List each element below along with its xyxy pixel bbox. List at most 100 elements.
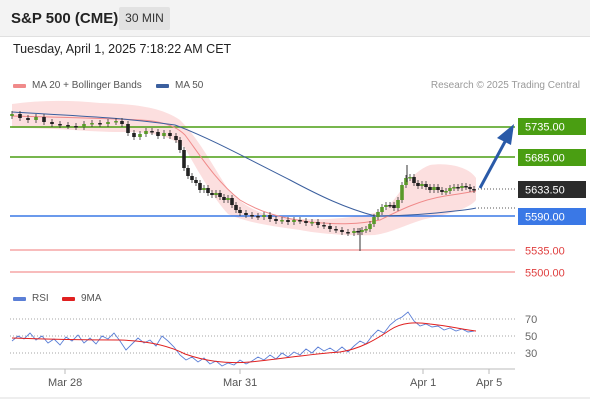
candle-body (428, 187, 432, 190)
candle-body (74, 126, 78, 128)
candle-body (368, 224, 372, 229)
candle-body (186, 168, 190, 176)
rsi-9ma-line (11, 322, 477, 364)
candle-body (420, 184, 424, 186)
chart-header: S&P 500 (CME) 30 MIN (0, 0, 590, 37)
candle-body (404, 178, 408, 185)
candle-body (298, 220, 302, 222)
legend-rsi: RSI (13, 293, 49, 304)
candle-body (210, 193, 214, 195)
level-label-5535: 5535.00 (525, 246, 565, 258)
candle-body (372, 217, 376, 224)
candle-body (452, 187, 456, 189)
candle-body (304, 221, 308, 223)
candle-body (202, 188, 206, 190)
ma9-swatch-icon (62, 296, 75, 301)
candle-body (190, 176, 194, 180)
x-label-apr5: Apr 5 (476, 377, 502, 389)
candle-body (98, 123, 102, 125)
candle-body (396, 200, 400, 208)
candle-body (408, 177, 412, 179)
ma50-line (11, 111, 477, 217)
label-bg-5633 (518, 181, 586, 198)
candle-body (280, 220, 284, 222)
candle-body (26, 118, 30, 120)
timestamp: Tuesday, April 1, 2025 7:18:22 AM CET (13, 42, 232, 56)
candle-body (138, 134, 142, 137)
timeframe-button[interactable]: 30 MIN (119, 7, 170, 30)
candle-body (162, 133, 166, 136)
candle-body (234, 205, 238, 210)
candle-body (334, 229, 338, 231)
candle-body (206, 188, 210, 193)
x-label-mar31: Mar 31 (223, 377, 257, 389)
candle-body (380, 207, 384, 212)
level-label-5633: 5633.50 (525, 185, 565, 197)
candle-body (10, 114, 14, 116)
instrument-title: S&P 500 (CME) (11, 10, 119, 27)
legend-ma50: MA 50 (156, 80, 203, 91)
candle-body (384, 205, 388, 207)
candle-body (286, 220, 290, 222)
candle-body (328, 226, 332, 229)
candle-body (360, 230, 364, 232)
ma50-swatch-icon (156, 83, 169, 88)
candle-body (400, 185, 404, 200)
candle-body (456, 187, 460, 189)
candle-body (114, 121, 118, 123)
ma20-line (11, 115, 477, 225)
candle-body (346, 232, 350, 234)
candle-body (292, 220, 296, 222)
candle-body (268, 215, 272, 219)
candle-body (214, 193, 218, 195)
candle-body (444, 191, 448, 193)
candle-body (468, 187, 472, 189)
level-label-5685: 5685.00 (525, 153, 565, 165)
legend-rsi-label: RSI (32, 293, 49, 304)
candle-body (226, 198, 230, 200)
candle-body (34, 117, 38, 120)
candle-body (106, 122, 110, 124)
candle-body (436, 187, 440, 190)
candle-body (376, 212, 380, 217)
candle-body (90, 123, 94, 125)
candle-body (352, 231, 356, 233)
ma20-swatch-icon (13, 83, 26, 88)
candle-body (182, 150, 186, 168)
candle-body (198, 183, 202, 190)
x-label-mar28: Mar 28 (48, 377, 82, 389)
candle-body (250, 215, 254, 217)
candle-body (262, 215, 266, 217)
candle-body (356, 231, 360, 233)
candle-body (440, 190, 444, 192)
rsi-label-70: 70 (525, 314, 537, 326)
candle-body (42, 117, 46, 122)
candle-body (58, 124, 62, 126)
credit-text: Research © 2025 Trading Central (430, 80, 580, 91)
rsi-line (11, 311, 475, 367)
candle-body (174, 136, 178, 140)
candle-body (432, 187, 436, 190)
label-bg-5685 (518, 149, 586, 166)
candle-body (66, 125, 70, 127)
forecast-arrow (478, 137, 509, 189)
candle-body (322, 225, 326, 227)
legend-9ma: 9MA (62, 293, 102, 304)
candle-body (194, 180, 198, 183)
rsi-swatch-icon (13, 296, 26, 301)
candle-body (310, 222, 314, 224)
x-label-apr1: Apr 1 (410, 377, 436, 389)
rsi-label-30: 30 (525, 348, 537, 360)
candle-body (274, 219, 278, 221)
candle-body (472, 189, 476, 191)
candle-body (126, 124, 130, 133)
candle-body (230, 198, 234, 205)
candle-body (460, 186, 464, 188)
forecast-arrow-head-icon (497, 124, 514, 145)
candle-body (364, 229, 368, 231)
level-label-5500: 5500.00 (525, 268, 565, 280)
candle-body (424, 184, 428, 187)
candle-body (416, 183, 420, 186)
candle-body (150, 131, 154, 133)
